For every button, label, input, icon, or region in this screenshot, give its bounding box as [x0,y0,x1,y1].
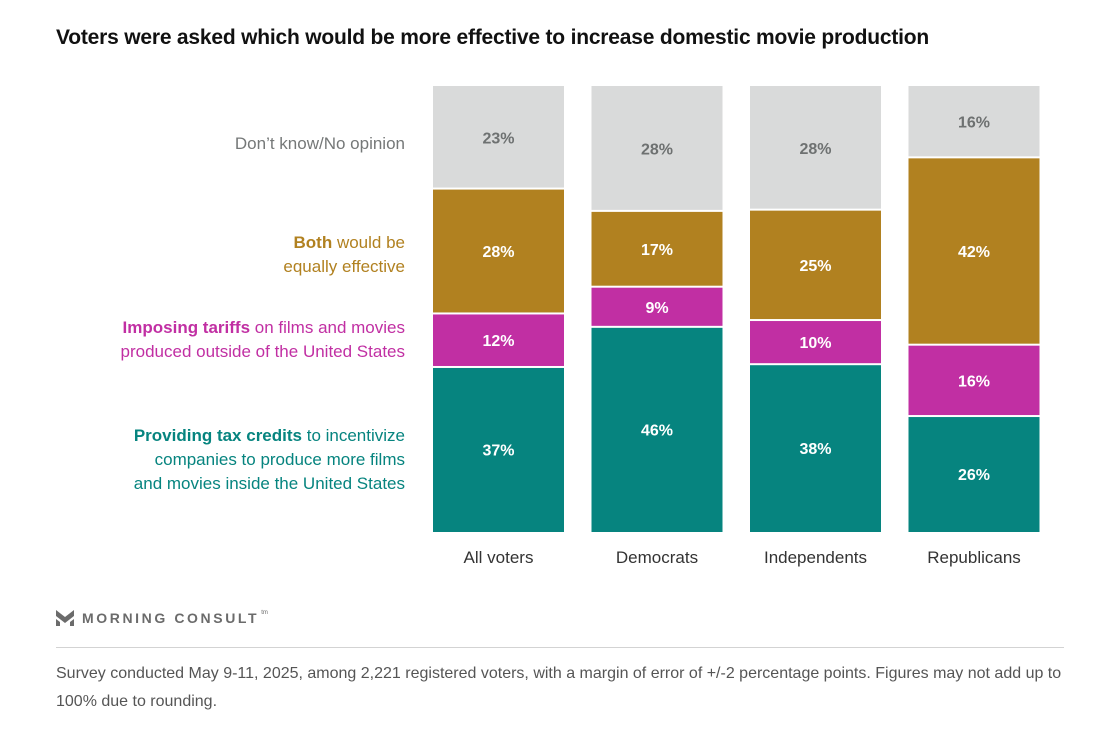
data-label: 28% [799,141,831,158]
x-tick-label: Independents [764,548,867,567]
bar-segment-dont_know [750,86,881,209]
legend-emphasis: Imposing tariffs [122,318,251,337]
data-label: 37% [482,442,514,459]
bar-segment-dont_know [591,86,723,210]
data-label: 23% [482,130,514,147]
data-label: 28% [641,141,673,158]
legend-text: would be [332,233,405,252]
legend-text: on films and movies [250,318,405,337]
legend-text: Don’t know/No opinion [234,134,405,153]
bar-segment-tax_credits [908,417,1040,532]
bar-stack-republicans: 26% 16% 42% 16% [908,86,1040,532]
legend-emphasis: Providing tax credits [133,426,302,445]
data-label: 9% [645,300,668,317]
bar-stack-independents: 38% 10% 25% 28% [750,86,881,532]
data-label: 16% [958,373,990,390]
x-tick-label: All voters [464,548,534,567]
brand-logo: MORNING CONSULT tm [56,610,268,626]
legend-item-tax_credits: Providing tax credits to incentivize comp… [134,424,405,496]
data-label: 26% [958,467,990,484]
bar-segment-tariffs [750,321,881,364]
stacked-bar-chart: 37% 12% 28% 23% All voters 46% 9% 17% 28% Democra… [433,86,1040,567]
bar-stack-all-voters: 37% 12% 28% 23% [433,86,564,532]
bar-segment-both [433,189,564,313]
morning-consult-chevron-icon [56,610,74,626]
x-tick-label: Republicans [927,548,1021,567]
bar-segment-tariffs [433,314,564,366]
data-label: 17% [641,242,673,259]
chart-title: Voters were asked which would be more ef… [56,26,930,49]
bar-segment-both [591,211,723,286]
data-label: 46% [641,422,673,439]
brand-name: MORNING CONSULT [82,610,260,626]
footer-divider [56,647,1064,648]
bar-segment-dont_know [908,86,1040,157]
data-label: 16% [958,115,990,132]
legend-text: companies to produce more films [154,450,405,469]
legend-text: to incentivize [302,426,405,445]
data-label: 38% [799,441,831,458]
data-label: 28% [482,244,514,261]
data-label: 42% [958,244,990,261]
bar-segment-tax_credits [750,365,881,532]
legend-text: equally effective [283,257,405,276]
legend-item-dont_know: Don’t know/No opinion [235,132,405,156]
bar-stack-democrats: 46% 9% 17% 28% [591,86,723,532]
bar-segment-tax_credits [433,367,564,532]
data-label: 25% [799,258,831,275]
bar-segment-tax_credits [591,327,723,532]
legend-emphasis: Both [293,233,333,252]
legend-item-tariffs: Imposing tariffs on films and movies prod… [121,316,405,364]
bar-segment-both [908,158,1040,344]
legend-text: produced outside of the United States [120,342,405,361]
legend-text: and movies inside the United States [133,474,405,493]
data-label: 12% [482,333,514,350]
source-note: Survey conducted May 9-11, 2025, among 2… [56,665,1062,710]
x-tick-label: Democrats [616,548,698,567]
trademark-mark: tm [261,610,268,616]
bar-segment-both [750,210,881,320]
bar-segment-tariffs [908,345,1040,416]
bar-segment-dont_know [433,86,564,188]
legend-item-both: Both would be equally effective [283,231,405,279]
bar-segment-tariffs [591,287,723,326]
data-label: 10% [799,335,831,352]
